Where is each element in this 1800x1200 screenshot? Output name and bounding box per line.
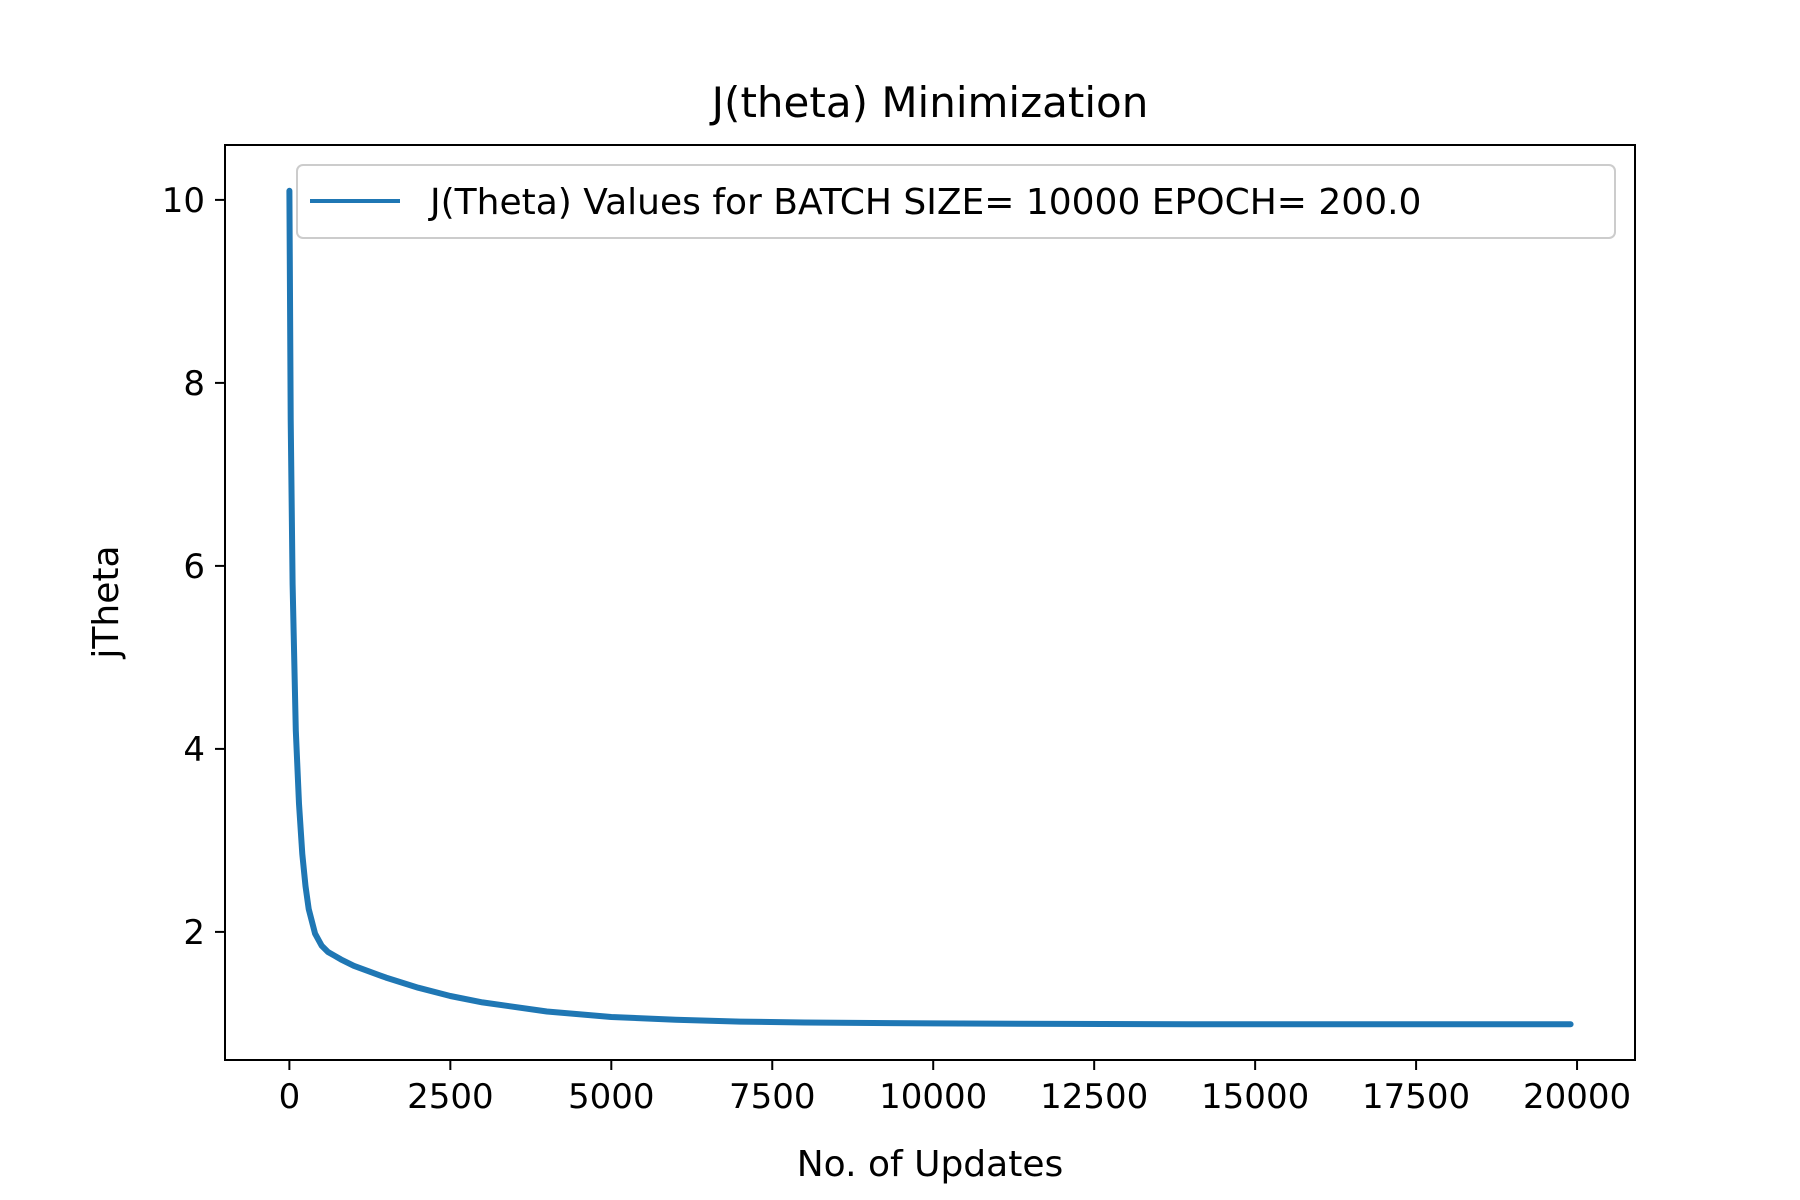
y-tick-label: 6 (183, 547, 205, 587)
x-axis-label: No. of Updates (797, 1144, 1063, 1185)
x-tick-label: 10000 (879, 1077, 987, 1117)
legend-label: J(Theta) Values for BATCH SIZE= 10000 EP… (428, 182, 1421, 223)
x-tick-label: 2500 (407, 1077, 494, 1117)
legend: J(Theta) Values for BATCH SIZE= 10000 EP… (296, 164, 1616, 239)
y-tick-label: 10 (162, 181, 205, 221)
chart-title: J(theta) Minimization (709, 78, 1149, 127)
series-layer (286, 187, 1574, 1028)
y-axis: 2 4 6 8 10 (162, 181, 225, 953)
x-tick-label: 20000 (1523, 1077, 1631, 1117)
x-tick-label: 7500 (729, 1077, 816, 1117)
x-tick-label: 17500 (1362, 1077, 1470, 1117)
x-tick-label: 5000 (568, 1077, 655, 1117)
x-tick-label: 0 (279, 1077, 301, 1117)
x-axis: 0 2500 5000 7500 10000 12500 15000 17500 20000 (279, 1060, 1631, 1117)
y-tick-label: 4 (183, 730, 205, 770)
legend-box (296, 164, 1616, 239)
x-tick-label: 15000 (1201, 1077, 1309, 1117)
y-axis-label: jTheta (86, 545, 127, 659)
plot-frame (224, 144, 1636, 1061)
series-line (286, 187, 1574, 1028)
y-tick-label: 2 (183, 913, 205, 953)
y-tick-label: 8 (183, 364, 205, 404)
x-tick-label: 12500 (1040, 1077, 1148, 1117)
